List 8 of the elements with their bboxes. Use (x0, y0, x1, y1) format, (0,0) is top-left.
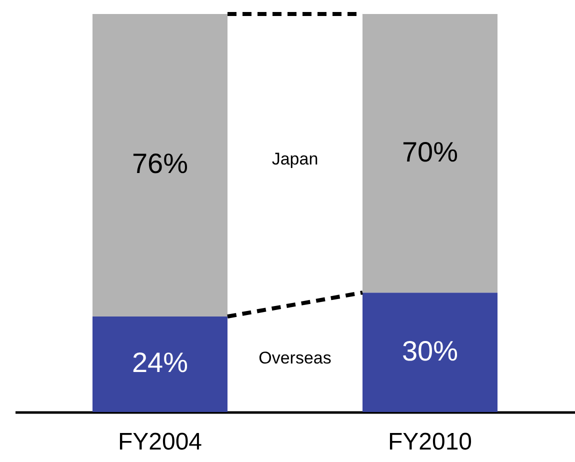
x-tick-label: FY2010 (388, 428, 472, 456)
data-label: 24% (132, 347, 188, 378)
data-label: 30% (402, 335, 458, 366)
series-label: Overseas (258, 348, 332, 368)
text: Japan (272, 149, 318, 168)
x-tick-label: FY2004 (118, 428, 202, 456)
data-label: 70% (402, 136, 458, 168)
data-label: 76% (132, 148, 188, 180)
